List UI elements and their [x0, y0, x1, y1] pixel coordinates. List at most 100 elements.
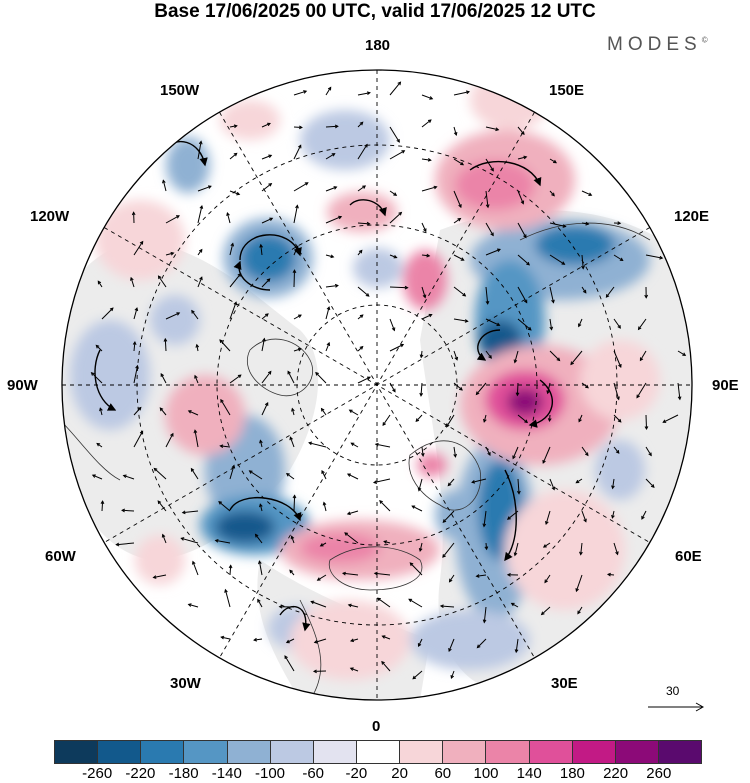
wind-arrow: [453, 254, 464, 261]
wind-arrow-head: [411, 505, 416, 509]
wind-arrow: [261, 371, 272, 384]
wind-arrow: [421, 446, 424, 456]
wind-arrow: [261, 183, 272, 192]
wind-arrow: [477, 638, 487, 648]
wind-arrow-head: [130, 276, 134, 281]
wind-arrow-head: [475, 574, 480, 578]
wind-arrow-head: [254, 533, 259, 538]
wind-arrow-head: [515, 392, 520, 397]
wind-arrow: [325, 186, 337, 192]
lon-label-90w: 90W: [7, 377, 38, 394]
anomaly-positive: [95, 200, 185, 280]
lon-label-180: 180: [365, 37, 391, 54]
wind-arrow-head: [617, 418, 622, 423]
wind-arrow: [576, 478, 583, 484]
wind-arrow-head: [349, 667, 354, 671]
wind-arrow: [517, 318, 532, 331]
wind-arrow-head: [365, 293, 370, 297]
wind-arrow: [381, 661, 391, 672]
wind-arrow-head: [233, 124, 238, 129]
wind-arrow-head: [513, 552, 518, 557]
wind-arrow-head: [446, 423, 450, 428]
wind-arrow: [581, 446, 589, 456]
wind-arrow: [389, 382, 396, 392]
wind-arrow-head: [259, 439, 263, 444]
wind-arrow: [613, 446, 620, 454]
wind-arrow-head: [290, 535, 295, 540]
wind-arrow-head: [220, 635, 225, 640]
wind-arrow-head: [460, 257, 465, 261]
wind-arrow: [158, 275, 167, 288]
wind-arrow: [547, 382, 551, 394]
copyright-mark: ©: [701, 35, 708, 45]
wind-arrow: [91, 372, 103, 384]
wind-arrow-head: [618, 363, 622, 368]
wind-arrow-head: [122, 474, 127, 479]
wind-arrow-head: [162, 179, 166, 184]
wind-arrow-head: [482, 619, 487, 624]
wind-arrow: [453, 91, 470, 96]
wind-arrow-head: [419, 354, 424, 359]
wind-arrow: [485, 350, 492, 359]
wind-arrow-head: [401, 150, 406, 154]
wind-arrow-head: [453, 131, 458, 137]
wind-arrow: [229, 153, 238, 160]
wind-arrow: [160, 373, 167, 384]
anomaly-positive: [417, 453, 447, 477]
wind-arrow-head: [268, 154, 273, 159]
lon-label-90e: 90E: [712, 377, 739, 394]
wind-arrow: [389, 254, 397, 259]
wind-arrow-head: [359, 345, 364, 350]
wind-arrow: [377, 597, 391, 608]
wind-arrow-head: [170, 432, 174, 437]
wind-arrow-head: [650, 484, 655, 488]
wind-arrow: [446, 414, 455, 428]
colorbar-tick-label: -20: [345, 765, 368, 782]
wind-arrow: [325, 285, 338, 288]
map-disc: [62, 70, 692, 700]
wind-arrow-head: [639, 357, 644, 362]
wind-arrow: [221, 636, 231, 640]
wind-arrow: [218, 501, 231, 512]
wind-arrow: [261, 402, 269, 416]
wind-arrow: [389, 126, 400, 143]
wind-arrow: [293, 495, 296, 512]
wind-arrow: [517, 126, 525, 135]
wind-arrow-head: [460, 161, 465, 166]
wind-arrow: [570, 350, 583, 365]
wind-arrow: [153, 574, 167, 578]
wind-arrow: [311, 601, 327, 608]
wind-arrow: [374, 572, 391, 576]
wind-arrow-head: [615, 551, 619, 556]
wind-arrow-head: [264, 313, 269, 317]
wind-arrow: [549, 318, 553, 330]
wind-arrow: [389, 150, 405, 160]
lon-label-60w: 60W: [45, 548, 76, 565]
wind-arrow: [197, 185, 212, 192]
wind-arrow: [645, 414, 647, 430]
wind-arrow: [164, 338, 167, 352]
wind-arrow-head: [100, 500, 105, 505]
wind-arrow: [101, 307, 114, 320]
wind-arrow-head: [381, 660, 385, 665]
anomaly-negative: [410, 610, 530, 670]
wind-arrow: [613, 350, 622, 368]
wind-arrow-head: [326, 306, 331, 311]
wind-arrow-head: [350, 442, 355, 447]
circulation-arrows: [94, 140, 553, 632]
wind-arrow: [517, 286, 528, 303]
wind-arrow: [453, 126, 457, 136]
wind-arrow-head: [547, 418, 552, 423]
wind-arrow: [517, 190, 524, 204]
wind-arrow-head: [163, 337, 168, 342]
wind-arrow: [259, 440, 263, 448]
anomaly-positive: [505, 490, 625, 610]
wind-arrow-head: [408, 598, 413, 603]
wind-arrow-head: [514, 649, 519, 654]
wind-arrow: [549, 222, 566, 227]
wind-arrow-head: [412, 675, 417, 680]
wind-arrow: [408, 598, 423, 608]
wind-arrow-head: [464, 319, 469, 323]
wind-arrow: [517, 414, 528, 423]
wind-arrow: [291, 536, 295, 544]
